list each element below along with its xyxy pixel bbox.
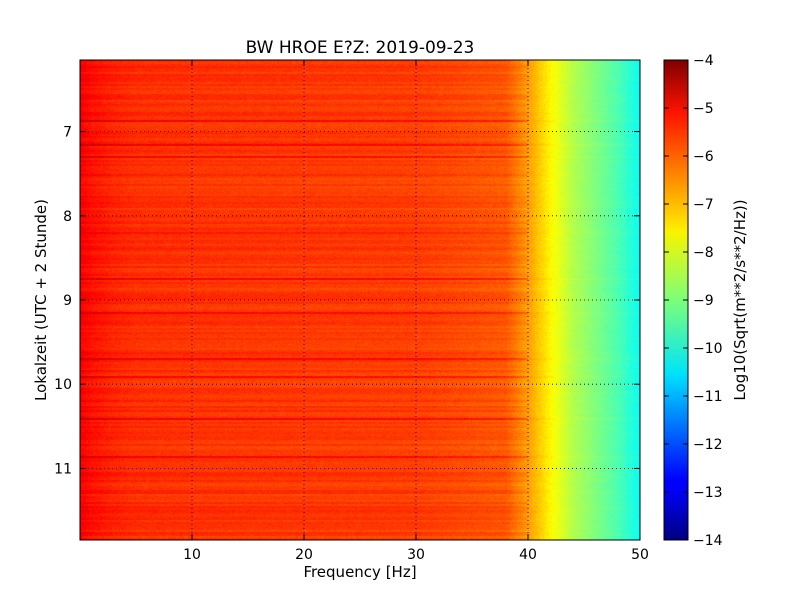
colorbar-tick-label: −6: [693, 149, 714, 165]
colorbar-tick-label: −7: [693, 197, 714, 213]
colorbar-tick-label: −14: [693, 533, 723, 549]
x-tick-label: 50: [631, 547, 649, 563]
y-tick-label: 8: [63, 209, 72, 225]
colorbar-label: Log10(Sqrt(m**2/s**2/Hz)): [731, 199, 749, 400]
y-tick-label: 11: [54, 461, 72, 477]
x-tick-label: 30: [407, 547, 425, 563]
colorbar-tick-label: −8: [693, 245, 714, 261]
colorbar-tick-label: −11: [693, 389, 723, 405]
x-tick-label: 20: [295, 547, 313, 563]
x-axis: 10 20 30 40 50: [183, 60, 649, 563]
colorbar-ticks: −4 −5 −6 −7 −8 −9 −10 −11 −12 −13 −14: [664, 53, 723, 549]
y-tick-label: 10: [54, 377, 72, 393]
x-tick-label: 40: [519, 547, 537, 563]
y-tick-label: 9: [63, 293, 72, 309]
y-tick-label: 7: [63, 125, 72, 141]
colorbar-tick-label: −10: [693, 341, 723, 357]
colorbar-tick-label: −5: [693, 101, 714, 117]
plot-frame: [79, 59, 641, 541]
colorbar-tick-label: −12: [693, 437, 723, 453]
x-tick-label: 10: [183, 547, 201, 563]
y-axis-label: Lokalzeit (UTC + 2 Stunde): [32, 199, 50, 401]
colorbar-tick-label: −13: [693, 485, 723, 501]
y-axis: 7 8 9 10 11: [54, 125, 640, 477]
colorbar-tick-label: −4: [693, 53, 714, 69]
grid-lines: [80, 60, 640, 540]
colorbar-tick-label: −9: [693, 293, 714, 309]
x-axis-label: Frequency [Hz]: [303, 563, 416, 581]
chart-title: BW HROE E?Z: 2019-09-23: [246, 38, 475, 58]
